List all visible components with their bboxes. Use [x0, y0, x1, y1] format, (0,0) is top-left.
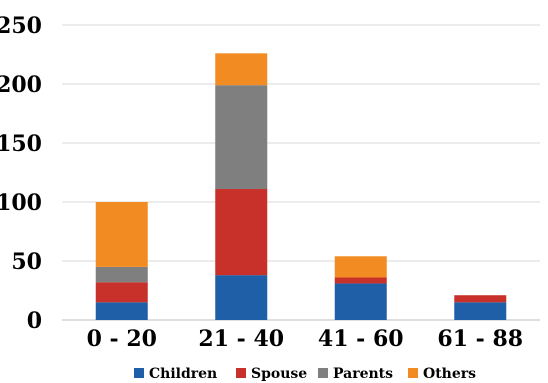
- bar-segment-spouse: [334, 277, 387, 284]
- bar-segment-children: [215, 275, 268, 320]
- bar-segment-children: [95, 302, 148, 320]
- y-tick-label: 250: [0, 13, 42, 39]
- x-tick-label: 0 - 20: [87, 326, 157, 352]
- bar-segment-spouse: [454, 295, 507, 303]
- bar-segment-parents: [95, 266, 148, 283]
- bar-segment-others: [95, 202, 148, 267]
- x-tick-label: 61 - 88: [437, 326, 523, 352]
- bar-segment-children: [334, 283, 387, 320]
- bar-segment-others: [215, 53, 268, 86]
- y-tick-label: 200: [0, 72, 42, 98]
- y-tick-label: 150: [0, 131, 42, 157]
- x-tick-label: 21 - 40: [198, 326, 284, 352]
- bar-segment-others: [334, 256, 387, 278]
- legend-label-parents: Parents: [333, 366, 393, 382]
- legend-label-others: Others: [423, 366, 476, 382]
- bar-segment-spouse: [215, 189, 268, 276]
- legend-swatch-spouse: [236, 368, 246, 378]
- y-axis-ticks: 0 50 100 150 200 250: [0, 13, 42, 334]
- legend-swatch-parents: [318, 368, 328, 378]
- y-tick-label: 100: [0, 190, 42, 216]
- bar-segment-parents: [215, 85, 268, 190]
- legend-swatch-others: [408, 368, 418, 378]
- legend-label-spouse: Spouse: [251, 366, 307, 382]
- bar-segment-children: [454, 302, 507, 320]
- y-tick-label: 0: [27, 308, 42, 334]
- legend-swatch-children: [134, 368, 144, 378]
- x-axis-ticks: 0 - 20 21 - 40 41 - 60 61 - 88: [87, 326, 524, 352]
- legend-label-children: Children: [149, 366, 217, 382]
- bar-stacks: [95, 53, 507, 320]
- x-tick-label: 41 - 60: [318, 326, 404, 352]
- legend: Children Spouse Parents Others: [134, 366, 476, 382]
- y-tick-label: 50: [11, 249, 42, 275]
- bar-segment-spouse: [95, 282, 148, 303]
